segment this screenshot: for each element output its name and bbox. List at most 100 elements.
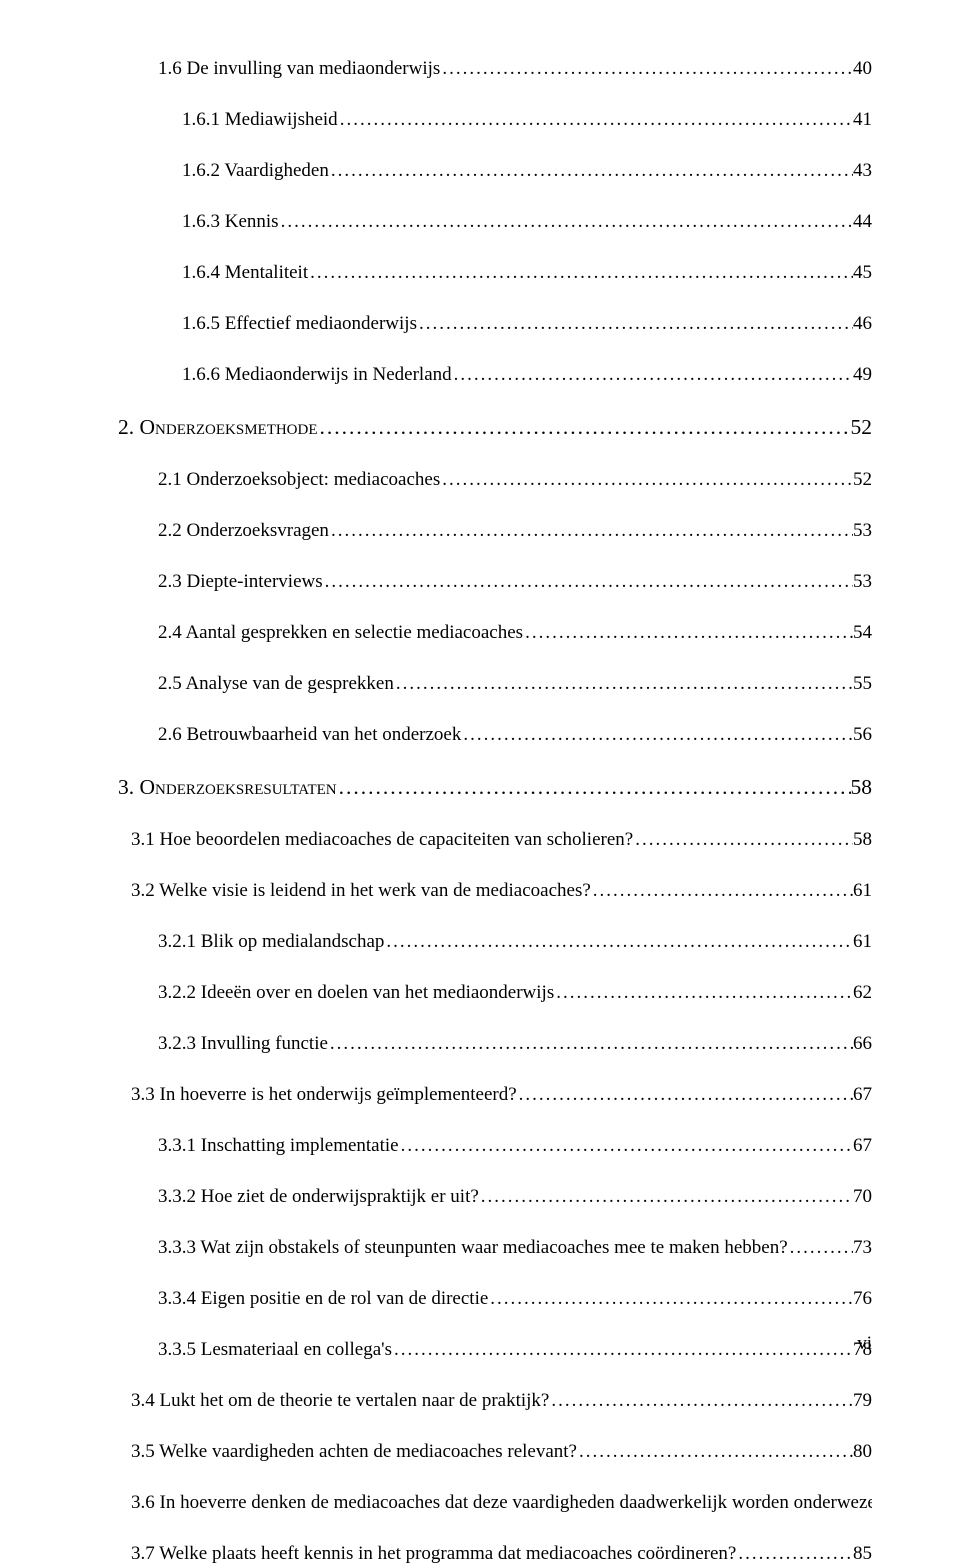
toc-entry-page: 43 [853, 160, 872, 182]
toc-entry: 2.5 Analyse van de gesprekken...........… [158, 673, 872, 695]
toc-entry-page: 67 [853, 1135, 872, 1157]
toc-entry-label: 3.3 In hoeverre is het onderwijs geïmple… [131, 1084, 517, 1106]
toc-entry: 3.1 Hoe beoordelen mediacoaches de capac… [131, 829, 872, 851]
toc-entry: 1.6.2 Vaardigheden......................… [182, 160, 872, 182]
toc-entry-page: 40 [853, 58, 872, 80]
toc-entry-page: 54 [853, 622, 872, 644]
toc-leader-dots: ........................................… [394, 673, 853, 695]
toc-leader-dots: ........................................… [591, 880, 853, 902]
toc-leader-dots: ........................................… [417, 313, 853, 335]
toc-leader-dots: ........................................… [461, 724, 853, 746]
page-number: vi [857, 1333, 872, 1355]
toc-entry-page: 85 [853, 1543, 872, 1565]
table-of-contents: 1.6 De invulling van mediaonderwijs.....… [118, 58, 872, 1565]
toc-entry: 2.4 Aantal gesprekken en selectie mediac… [158, 622, 872, 644]
toc-entry-page: 66 [853, 1033, 872, 1055]
toc-entry-label: 2.4 Aantal gesprekken en selectie mediac… [158, 622, 523, 644]
toc-entry-page: 56 [853, 724, 872, 746]
toc-entry-label: 1.6.4 Mentaliteit [182, 262, 308, 284]
toc-entry-page: 61 [853, 880, 872, 902]
toc-entry: 1.6.3 Kennis............................… [182, 211, 872, 233]
toc-entry-page: 49 [853, 364, 872, 386]
toc-entry-label: 3.6 In hoeverre denken de mediacoaches d… [131, 1492, 872, 1514]
toc-entry: 3.5 Welke vaardigheden achten de mediaco… [131, 1441, 872, 1463]
toc-entry-label: 3.2.3 Invulling functie [158, 1033, 328, 1055]
toc-entry-page: 41 [853, 109, 872, 131]
toc-entry-page: 53 [853, 520, 872, 542]
toc-entry-label: 1.6.2 Vaardigheden [182, 160, 329, 182]
toc-entry: 3.3.5 Lesmateriaal en collega's.........… [158, 1339, 872, 1361]
toc-entry-page: 53 [853, 571, 872, 593]
toc-entry-page: 61 [853, 931, 872, 953]
toc-leader-dots: ........................................… [337, 775, 851, 800]
toc-entry: 3. Onderzoeksresultaten.................… [118, 775, 872, 800]
toc-entry-label: 3.3.4 Eigen positie en de rol van de dir… [158, 1288, 488, 1310]
toc-leader-dots: ........................................… [479, 1186, 853, 1208]
toc-entry-page: 76 [853, 1288, 872, 1310]
toc-leader-dots: ........................................… [329, 520, 853, 542]
toc-entry: 3.2.3 Invulling functie.................… [158, 1033, 872, 1055]
toc-entry-label: 3.3.5 Lesmateriaal en collega's [158, 1339, 392, 1361]
toc-entry-page: 58 [853, 829, 872, 851]
toc-leader-dots: ........................................… [392, 1339, 853, 1361]
toc-entry: 3.7 Welke plaats heeft kennis in het pro… [131, 1543, 872, 1565]
toc-leader-dots: ........................................… [736, 1543, 853, 1565]
toc-entry: 2.1 Onderzoeksobject: mediacoaches......… [158, 469, 872, 491]
toc-leader-dots: ........................................… [318, 415, 851, 440]
toc-entry-label: 1.6.1 Mediawijsheid [182, 109, 338, 131]
toc-entry-label: 1.6.6 Mediaonderwijs in Nederland [182, 364, 452, 386]
toc-entry-label: 2.1 Onderzoeksobject: mediacoaches [158, 469, 440, 491]
toc-entry: 1.6.5 Effectief mediaonderwijs..........… [182, 313, 872, 335]
toc-leader-dots: ........................................… [549, 1390, 853, 1412]
toc-entry-label: 2.6 Betrouwbaarheid van het onderzoek [158, 724, 461, 746]
toc-entry-page: 52 [851, 415, 873, 440]
toc-entry-label: 3.5 Welke vaardigheden achten de mediaco… [131, 1441, 577, 1463]
toc-leader-dots: ........................................… [517, 1084, 853, 1106]
toc-entry: 3.4 Lukt het om de theorie te vertalen n… [131, 1390, 872, 1412]
toc-leader-dots: ........................................… [338, 109, 853, 131]
toc-entry-label: 3.7 Welke plaats heeft kennis in het pro… [131, 1543, 736, 1565]
toc-leader-dots: ........................................… [328, 1033, 853, 1055]
toc-entry-label: 2. Onderzoeksmethode [118, 415, 318, 440]
toc-entry-label: 1.6 De invulling van mediaonderwijs [158, 58, 440, 80]
toc-entry-label: 3.2 Welke visie is leidend in het werk v… [131, 880, 591, 902]
toc-entry-label: 3.2.2 Ideeën over en doelen van het medi… [158, 982, 554, 1004]
toc-entry: 1.6.6 Mediaonderwijs in Nederland.......… [182, 364, 872, 386]
toc-entry-page: 79 [853, 1390, 872, 1412]
toc-entry: 3.3 In hoeverre is het onderwijs geïmple… [131, 1084, 872, 1106]
toc-entry: 2.2 Onderzoeksvragen....................… [158, 520, 872, 542]
toc-entry-label: 2.5 Analyse van de gesprekken [158, 673, 394, 695]
toc-entry-page: 62 [853, 982, 872, 1004]
toc-entry-label: 3.3.1 Inschatting implementatie [158, 1135, 399, 1157]
toc-leader-dots: ........................................… [577, 1441, 853, 1463]
toc-entry: 1.6.4 Mentaliteit.......................… [182, 262, 872, 284]
toc-leader-dots: ........................................… [788, 1237, 853, 1259]
toc-leader-dots: ........................................… [452, 364, 853, 386]
toc-leader-dots: ........................................… [554, 982, 853, 1004]
toc-entry: 3.2 Welke visie is leidend in het werk v… [131, 880, 872, 902]
toc-entry-label: 2.2 Onderzoeksvragen [158, 520, 329, 542]
toc-entry: 3.2.1 Blik op medialandschap............… [158, 931, 872, 953]
toc-entry-label: 3.3.2 Hoe ziet de onderwijspraktijk er u… [158, 1186, 479, 1208]
toc-entry: 3.6 In hoeverre denken de mediacoaches d… [131, 1492, 872, 1514]
toc-entry-label: 3.3.3 Wat zijn obstakels of steunpunten … [158, 1237, 788, 1259]
toc-entry: 2.3 Diepte-interviews...................… [158, 571, 872, 593]
toc-entry-page: 44 [853, 211, 872, 233]
toc-entry-page: 52 [853, 469, 872, 491]
toc-entry-label: 3.4 Lukt het om de theorie te vertalen n… [131, 1390, 549, 1412]
toc-leader-dots: ........................................… [440, 58, 853, 80]
toc-entry: 3.2.2 Ideeën over en doelen van het medi… [158, 982, 872, 1004]
toc-entry: 3.3.2 Hoe ziet de onderwijspraktijk er u… [158, 1186, 872, 1208]
toc-leader-dots: ........................................… [384, 931, 853, 953]
toc-entry-page: 58 [851, 775, 873, 800]
toc-leader-dots: ........................................… [279, 211, 853, 233]
toc-entry-page: 46 [853, 313, 872, 335]
toc-leader-dots: ........................................… [329, 160, 853, 182]
toc-entry-page: 73 [853, 1237, 872, 1259]
toc-entry: 3.3.3 Wat zijn obstakels of steunpunten … [158, 1237, 872, 1259]
toc-entry: 3.3.4 Eigen positie en de rol van de dir… [158, 1288, 872, 1310]
toc-leader-dots: ........................................… [399, 1135, 853, 1157]
toc-entry-page: 55 [853, 673, 872, 695]
toc-leader-dots: ........................................… [308, 262, 853, 284]
toc-entry-label: 1.6.5 Effectief mediaonderwijs [182, 313, 417, 335]
